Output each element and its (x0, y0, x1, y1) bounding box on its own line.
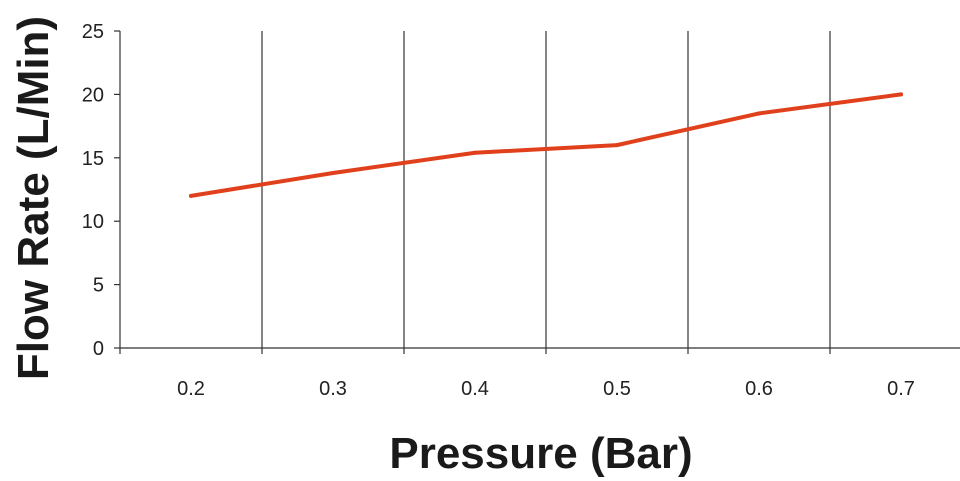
data-point (189, 193, 193, 198)
y-tick-label: 20 (82, 84, 104, 106)
x-tick-label: 0.6 (745, 378, 773, 400)
data-point (473, 150, 477, 155)
y-tick-label: 15 (82, 148, 104, 170)
x-tick-label: 0.7 (887, 378, 915, 400)
x-tick-labels: 0.2 0.3 0.4 0.5 0.6 0.7 (177, 378, 915, 400)
x-tick-label: 0.3 (319, 378, 347, 400)
y-tick-label: 5 (93, 275, 104, 297)
x-tick-label: 0.2 (177, 378, 205, 400)
y-tick-label: 25 (82, 21, 104, 43)
data-point (757, 111, 761, 116)
y-axis-title: Flow Rate (L/Min) (9, 16, 58, 380)
series-line (189, 92, 903, 198)
data-point (899, 92, 903, 97)
data-point (331, 171, 335, 176)
x-axis-title: Pressure (Bar) (389, 429, 692, 478)
grid-lines (261, 31, 831, 354)
x-tick-label: 0.5 (603, 378, 631, 400)
x-tick-label: 0.4 (461, 378, 489, 400)
y-tick-label: 10 (82, 211, 104, 233)
y-tick-label: 0 (93, 338, 104, 360)
series-layer (189, 92, 903, 198)
y-tick-labels: 0 5 10 15 20 25 (82, 21, 120, 360)
axes (119, 31, 960, 354)
data-point (615, 143, 619, 148)
